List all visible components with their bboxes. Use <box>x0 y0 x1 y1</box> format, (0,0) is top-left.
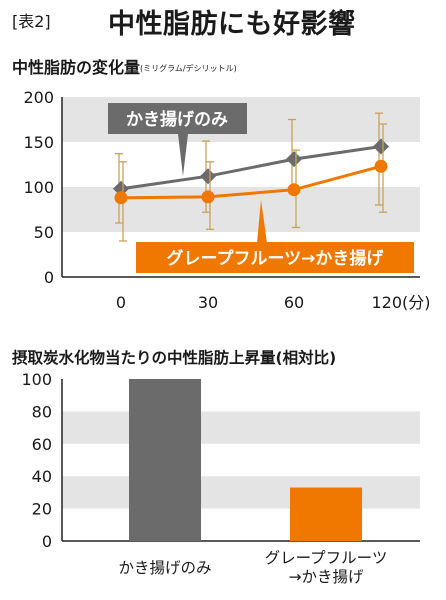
series-label-gray: かき揚げのみ <box>108 103 247 176</box>
grid-band <box>62 411 420 444</box>
x-tick-label: 30 <box>198 293 218 312</box>
y-tick-label: 40 <box>32 467 52 486</box>
line-chart: 0 50 100 150 200 0 30 60 120(分) かき揚げのみグレープフルーツ→かき… <box>23 88 430 312</box>
line-chart-title: 中性脂肪の変化量(ミリグラム/デシリットル) <box>12 54 237 78</box>
x-tick-label: 60 <box>284 293 304 312</box>
callout-text: かき揚げのみ <box>126 110 228 130</box>
y-tick-label: 100 <box>23 178 54 197</box>
series-orange <box>114 123 388 242</box>
series-line <box>120 145 382 191</box>
y-tick-label: 50 <box>34 223 54 242</box>
data-point <box>200 168 216 185</box>
y-tick-label: 150 <box>23 133 54 152</box>
y-tick-label: 60 <box>32 435 52 454</box>
data-point <box>287 183 301 197</box>
x-category-label: かき揚げのみ <box>118 559 211 577</box>
data-point <box>286 151 302 168</box>
callout-box <box>136 242 414 273</box>
x-category-label: グレープフルーツ <box>265 549 388 567</box>
bar <box>129 379 201 541</box>
bar-chart: 0 20 40 60 80 100 かき揚げのみ グレープフルーツ→かき揚げ <box>21 370 420 586</box>
data-point <box>114 191 128 205</box>
series-line <box>120 164 382 200</box>
callout-box <box>108 103 247 134</box>
line-chart-unit: (ミリグラム/デシリットル) <box>140 63 237 73</box>
x-tick-label: 0 <box>116 293 126 312</box>
bar-chart-title: 摂取炭水化物当たりの中性脂肪上昇量(相対比) <box>12 349 337 367</box>
callout-text: グレープフルーツ→かき揚げ <box>167 248 385 269</box>
y-tick-label: 200 <box>23 88 54 107</box>
grid-band <box>62 476 420 509</box>
y-tick-label: 0 <box>42 532 52 551</box>
callout-pointer <box>178 134 188 176</box>
data-point <box>201 190 215 204</box>
x-tick-label: 120(分) <box>371 293 430 312</box>
figure-label: [表2] <box>12 12 51 31</box>
y-tick-label: 80 <box>32 402 52 421</box>
line-chart-title-text: 中性脂肪の変化量 <box>12 58 141 77</box>
x-category-label: →かき揚げ <box>289 568 364 586</box>
callout-pointer <box>257 200 267 243</box>
figure-title: 中性脂肪にも好影響 <box>108 9 356 40</box>
bar <box>290 487 362 541</box>
y-tick-label: 0 <box>44 268 54 287</box>
data-point <box>373 138 389 155</box>
y-tick-label: 100 <box>21 370 52 389</box>
data-point <box>374 159 388 173</box>
series-label-orange: グレープフルーツ→かき揚げ <box>136 200 414 273</box>
y-tick-label: 20 <box>32 500 52 519</box>
